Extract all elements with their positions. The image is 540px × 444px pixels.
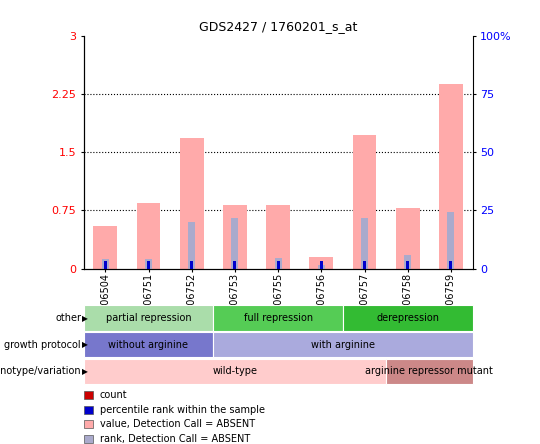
Bar bbox=[274, 258, 282, 269]
Text: ▶: ▶ bbox=[82, 340, 88, 349]
Text: growth protocol: growth protocol bbox=[4, 340, 81, 350]
Bar bbox=[190, 261, 193, 269]
Text: other: other bbox=[55, 313, 81, 323]
Bar bbox=[147, 262, 150, 269]
Bar bbox=[309, 257, 333, 269]
Bar bbox=[231, 218, 239, 269]
Text: derepression: derepression bbox=[376, 313, 439, 323]
Bar bbox=[137, 202, 160, 269]
Bar bbox=[104, 261, 107, 269]
Bar bbox=[439, 84, 463, 269]
Text: wild-type: wild-type bbox=[212, 366, 258, 377]
Text: partial repression: partial repression bbox=[106, 313, 191, 323]
Text: ▶: ▶ bbox=[82, 367, 88, 376]
Text: without arginine: without arginine bbox=[109, 340, 188, 350]
Text: with arginine: with arginine bbox=[311, 340, 375, 350]
Bar bbox=[223, 205, 247, 269]
Bar bbox=[102, 259, 109, 269]
Bar bbox=[404, 255, 411, 269]
Text: value, Detection Call = ABSENT: value, Detection Call = ABSENT bbox=[100, 420, 255, 429]
Bar bbox=[353, 135, 376, 269]
Text: genotype/variation: genotype/variation bbox=[0, 366, 81, 377]
Bar bbox=[396, 208, 420, 269]
Bar bbox=[266, 205, 290, 269]
Bar bbox=[449, 262, 453, 269]
Bar bbox=[406, 261, 409, 269]
Bar bbox=[320, 261, 323, 269]
Bar bbox=[188, 222, 195, 269]
Bar bbox=[276, 262, 280, 269]
Text: arginine repressor mutant: arginine repressor mutant bbox=[366, 366, 493, 377]
Bar bbox=[449, 261, 453, 269]
Bar bbox=[361, 218, 368, 269]
Bar bbox=[406, 262, 409, 269]
Text: full repression: full repression bbox=[244, 313, 313, 323]
Bar bbox=[233, 261, 237, 269]
Title: GDS2427 / 1760201_s_at: GDS2427 / 1760201_s_at bbox=[199, 20, 357, 33]
Bar bbox=[145, 259, 152, 269]
Bar bbox=[318, 265, 325, 269]
Bar bbox=[190, 262, 193, 269]
Text: percentile rank within the sample: percentile rank within the sample bbox=[100, 405, 265, 415]
Bar bbox=[104, 262, 107, 269]
Text: count: count bbox=[100, 390, 127, 400]
Bar bbox=[276, 261, 280, 269]
Bar bbox=[147, 261, 150, 269]
Bar bbox=[180, 138, 204, 269]
Bar bbox=[363, 262, 366, 269]
Bar bbox=[233, 262, 237, 269]
Text: ▶: ▶ bbox=[82, 313, 88, 323]
Bar bbox=[447, 212, 455, 269]
Bar bbox=[320, 262, 323, 269]
Bar bbox=[363, 261, 366, 269]
Bar bbox=[93, 226, 117, 269]
Text: rank, Detection Call = ABSENT: rank, Detection Call = ABSENT bbox=[100, 434, 250, 444]
